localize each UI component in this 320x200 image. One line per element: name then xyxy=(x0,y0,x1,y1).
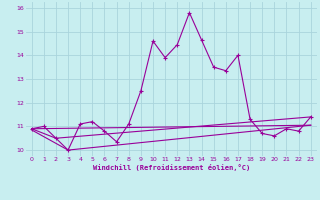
X-axis label: Windchill (Refroidissement éolien,°C): Windchill (Refroidissement éolien,°C) xyxy=(92,164,250,171)
